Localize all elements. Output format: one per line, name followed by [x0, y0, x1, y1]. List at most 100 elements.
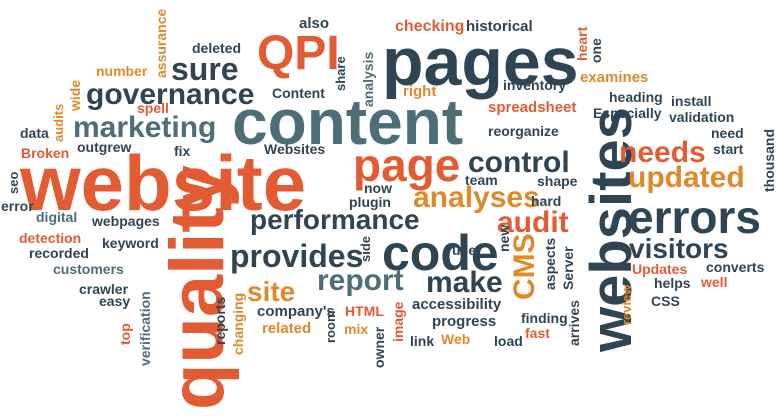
word-needs: needs [619, 136, 706, 169]
word-verification: verification [137, 291, 153, 366]
word-link: link [410, 333, 435, 349]
word-finding: finding [521, 310, 568, 326]
word-start: start [713, 141, 744, 157]
word-wide: wide [67, 79, 83, 111]
word-easy: easy [99, 293, 131, 309]
word-recorded: recorded [29, 245, 89, 261]
word-aspects: aspects [542, 237, 558, 290]
word-Updates: Updates [632, 261, 688, 277]
word-team: team [465, 172, 498, 188]
word-audits: audits [51, 103, 66, 142]
word-errors: errors [628, 191, 761, 243]
word-Server: Server [560, 246, 576, 290]
word-room: room [323, 310, 338, 344]
word-checking: checking [395, 18, 465, 35]
word-shape: shape [537, 173, 578, 189]
word-side: side [358, 235, 373, 262]
word-site: site [247, 276, 296, 307]
word-reorganize: reorganize [488, 123, 559, 139]
word-crawler: crawler [79, 281, 129, 297]
word-share: share [333, 56, 348, 91]
word-seo: seo [6, 171, 21, 194]
word-deleted: deleted [192, 40, 242, 56]
word-report: report [317, 264, 404, 297]
word-related: related [262, 320, 312, 337]
word-now: now [364, 180, 392, 196]
word-Websites: Websites [264, 141, 326, 157]
word-Content: Content [272, 85, 325, 101]
word-owner: owner [371, 326, 387, 368]
word-spell: spell [137, 100, 169, 116]
word-assurance: assurance [153, 8, 169, 78]
word-fast: fast [525, 325, 550, 341]
word-pages: pages [382, 24, 579, 100]
word-detection: detection [19, 230, 82, 246]
word-page: page [353, 139, 461, 191]
word-fix: fix [174, 143, 191, 159]
word-QPI: QPI [257, 27, 340, 80]
word-changing: changing [230, 292, 246, 355]
word-accessibility: accessibility [412, 296, 502, 313]
word-install: install [671, 93, 712, 109]
word-quality: quality [155, 165, 240, 410]
word-number: number [96, 63, 148, 79]
word-outgrew: outgrew [77, 139, 132, 155]
word-digital: digital [36, 209, 78, 225]
word-inventory: inventory [503, 77, 567, 93]
word-Especially: Especially [593, 105, 662, 121]
word-one: one [588, 38, 604, 63]
word-review: review [619, 284, 634, 325]
word-load: load [494, 333, 523, 349]
word-customers: customers [53, 261, 124, 277]
word-data: data [20, 125, 49, 141]
word-top: top [117, 323, 133, 345]
word-heart: heart [574, 26, 590, 61]
word-need: need [711, 125, 744, 141]
word-arrives: arrives [566, 300, 582, 346]
word-image: image [390, 301, 406, 342]
word-converts: converts [706, 259, 765, 275]
word-Broken: Broken [21, 145, 70, 161]
word-heading: heading [609, 89, 663, 105]
word-reports: reports [212, 296, 228, 345]
word-well: well [701, 274, 728, 290]
word-use: use [452, 242, 477, 258]
word-governance: governance [86, 78, 255, 111]
word-code: code [382, 225, 499, 281]
word-performance: performance [250, 204, 420, 235]
word-hard: hard [531, 193, 562, 209]
word-HTML: HTML [345, 303, 384, 319]
word-thousand: thousand [761, 129, 776, 192]
word-control: control [468, 146, 570, 179]
word-marketing: marketing [73, 111, 217, 144]
word-audit: audit [497, 206, 569, 239]
word-provides: provides [230, 238, 364, 274]
word-webpages: webpages [92, 213, 160, 229]
word-keyword: keyword [102, 235, 159, 251]
word-examines: examines [580, 69, 649, 86]
word-Web: Web [441, 331, 471, 347]
word-historical: historical [466, 18, 533, 35]
word-also: also [299, 15, 330, 32]
word-companys: company's [257, 303, 335, 320]
word-analyses: analyses [413, 181, 540, 214]
word-website: website [20, 139, 307, 227]
word-spreadsheet: spreadsheet [488, 99, 577, 116]
word-visitors: visitors [629, 233, 729, 264]
word-helps: helps [654, 275, 691, 291]
word-updated: updated [628, 161, 745, 194]
word-sure: sure [171, 51, 239, 87]
word-validation: validation [669, 109, 735, 125]
word-plugin: plugin [349, 194, 391, 210]
word-progress: progress [432, 313, 497, 330]
word-mix: mix [344, 321, 369, 337]
word-content: content [232, 86, 464, 158]
word-analysis: analysis [360, 51, 376, 107]
word-CSS: CSS [651, 293, 680, 309]
word-error: error [1, 198, 34, 214]
word-make: make [426, 266, 503, 299]
word-CMS: CMS [508, 233, 541, 300]
word-new: new [496, 224, 512, 252]
word-right: right [403, 83, 437, 100]
